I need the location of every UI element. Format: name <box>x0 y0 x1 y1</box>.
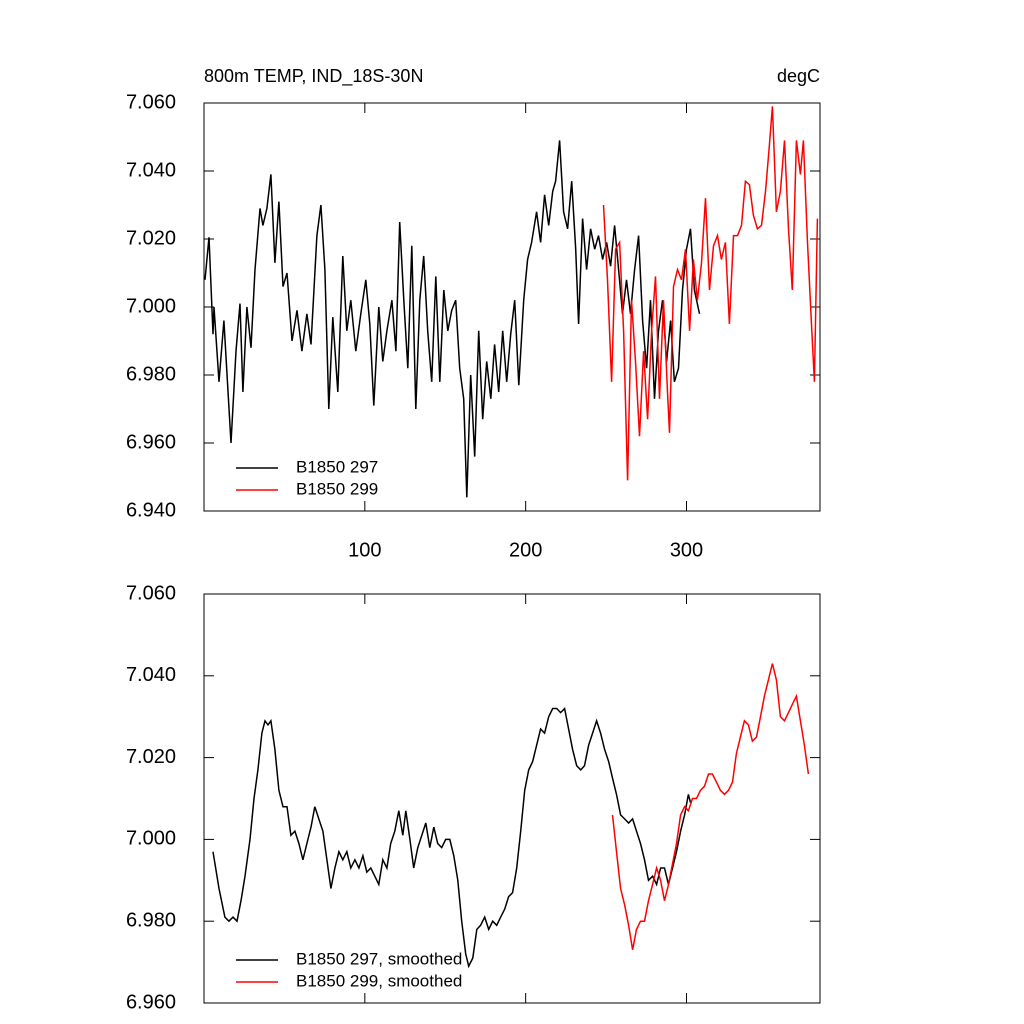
y-tick-label: 6.960 <box>126 431 176 453</box>
y-tick-label: 6.980 <box>126 909 176 931</box>
chart-title: 800m TEMP, IND_18S-30N <box>204 66 423 87</box>
units-label: degC <box>777 66 820 86</box>
y-tick-label: 7.020 <box>126 746 176 768</box>
series-line <box>611 663 810 950</box>
plot-frame <box>203 102 821 512</box>
y-tick-label: 7.040 <box>126 159 176 181</box>
x-tick-label: 200 <box>509 539 542 561</box>
y-tick-label: 7.020 <box>126 227 176 249</box>
y-tick-label: 7.060 <box>126 91 176 113</box>
legend-label: B1850 299, smoothed <box>296 971 462 990</box>
y-tick-label: 7.040 <box>126 664 176 686</box>
x-tick-label: 300 <box>670 539 703 561</box>
legend-label: B1850 297, smoothed <box>296 949 462 968</box>
y-tick-label: 6.960 <box>126 991 176 1013</box>
legend-label: B1850 297 <box>296 457 378 476</box>
series-line <box>602 106 819 481</box>
series-line <box>204 140 701 498</box>
y-tick-label: 7.000 <box>126 828 176 850</box>
y-tick-label: 6.980 <box>126 363 176 385</box>
y-tick-label: 7.060 <box>126 582 176 604</box>
x-tick-label: 100 <box>348 539 381 561</box>
series-line <box>212 706 692 969</box>
plot-frame <box>203 593 821 1004</box>
y-tick-label: 6.940 <box>126 499 176 521</box>
legend-label: B1850 299 <box>296 479 378 498</box>
y-tick-label: 7.000 <box>126 295 176 317</box>
